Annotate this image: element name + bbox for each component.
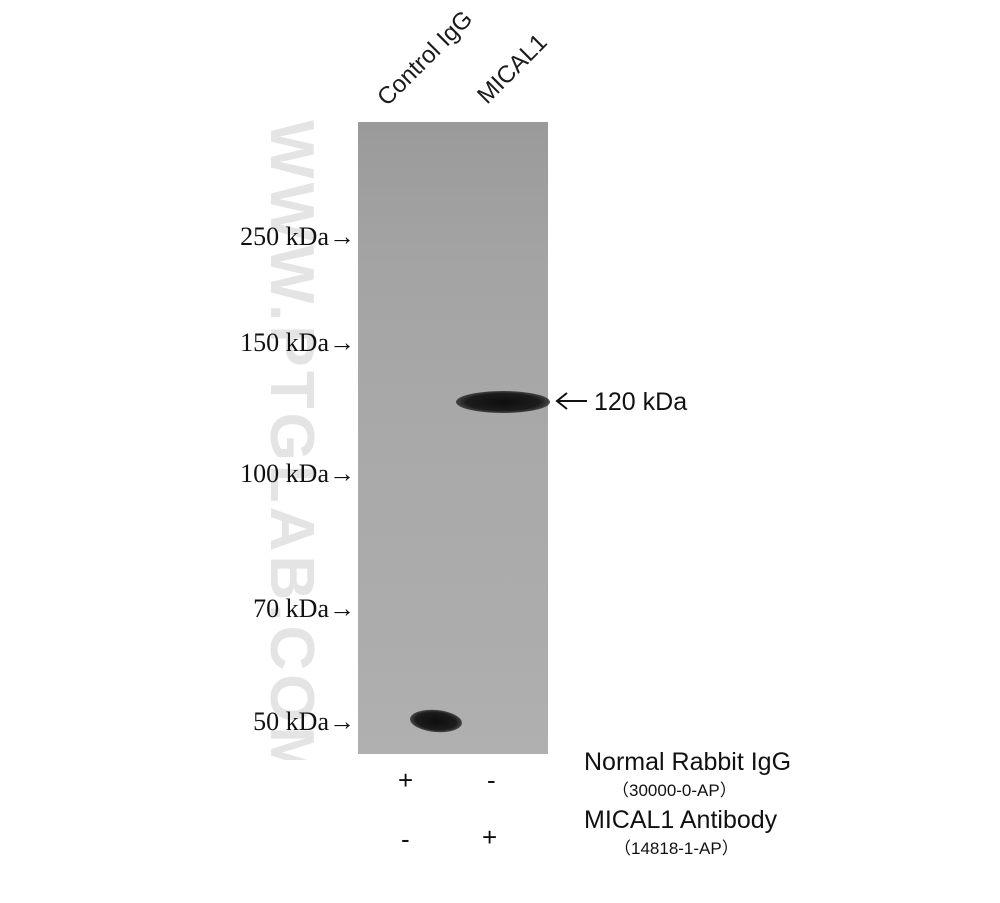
arrow-left-icon xyxy=(555,392,587,410)
lane-label-control-igg: Control IgG xyxy=(372,5,479,112)
row1-catalog-number: （30000-0-AP） xyxy=(612,781,737,800)
watermark: WWW.PTGLAB.COM xyxy=(255,120,326,782)
row1-lane1-sign: + xyxy=(398,765,414,795)
lane-label-mical1: MICAL1 xyxy=(472,28,553,110)
band-igg-heavy-chain xyxy=(409,707,463,735)
watermark-text: WWW.PTGLAB.COM xyxy=(257,120,325,760)
row1-reagent-name: Normal Rabbit IgG xyxy=(584,748,792,776)
marker-100: 100 kDa→ xyxy=(240,459,355,488)
marker-250: 250 kDa→ xyxy=(240,222,355,251)
band-size-annotation xyxy=(553,388,589,419)
row2-lane1-sign: - xyxy=(401,824,410,854)
row2-reagent-name: MICAL1 Antibody xyxy=(584,806,778,834)
marker-150: 150 kDa→ xyxy=(240,328,355,357)
band-size-label: 120 kDa xyxy=(594,388,688,416)
band-mical1-120kda xyxy=(456,391,550,413)
marker-70: 70 kDa→ xyxy=(253,594,355,623)
marker-50: 50 kDa→ xyxy=(253,707,355,736)
row2-catalog-number: （14818-1-AP） xyxy=(614,839,739,858)
row2-lane2-sign: + xyxy=(482,822,498,852)
blot-membrane xyxy=(358,122,550,754)
row1-lane2-sign: - xyxy=(487,765,496,795)
